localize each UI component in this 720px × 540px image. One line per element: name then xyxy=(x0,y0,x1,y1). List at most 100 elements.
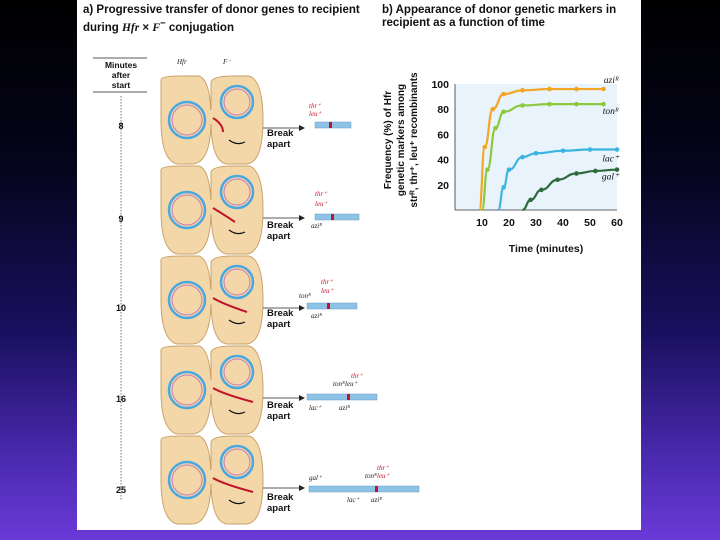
data-point xyxy=(547,86,552,92)
svg-text:tonᴿleu⁺: tonᴿleu⁺ xyxy=(333,380,359,388)
data-point xyxy=(485,167,490,172)
svg-text:aziᴿ: aziᴿ xyxy=(311,222,322,230)
donor-strand xyxy=(212,297,248,313)
svg-text:leu⁺: leu⁺ xyxy=(309,110,323,118)
data-point xyxy=(533,151,539,156)
fminus-cell xyxy=(210,165,264,255)
break-label-5b: apart xyxy=(267,503,291,514)
fminus-chromosome xyxy=(219,264,255,300)
data-point xyxy=(506,167,512,172)
hfr-chromosome-inner xyxy=(171,464,203,496)
ylabel-line2: genetic markers among xyxy=(396,84,407,196)
svg-text:lac⁺: lac⁺ xyxy=(309,404,323,412)
data-point xyxy=(601,86,606,92)
data-point xyxy=(539,187,544,193)
break-label-4b: apart xyxy=(267,411,291,422)
column-fminus-label: F⁻ xyxy=(222,58,232,66)
fminus-chromosome xyxy=(219,174,255,210)
cell-pair-4 xyxy=(160,345,305,435)
minutes-header-line1: Minutes xyxy=(105,60,137,70)
break-label-1a: Break xyxy=(267,128,294,139)
svg-text:thr⁺: thr⁺ xyxy=(321,278,334,286)
fminus-chromosome-inner xyxy=(223,448,251,476)
series-label: gal⁺ xyxy=(602,173,620,183)
series-label: tonᴿ xyxy=(603,107,619,117)
transfer-arrow xyxy=(228,319,246,325)
donor-strand xyxy=(212,207,236,223)
x-tick-label: 40 xyxy=(557,217,569,229)
fminus-chromosome xyxy=(219,84,255,120)
ylabel-line1: Frequency (%) of Hfr xyxy=(383,91,394,189)
data-point xyxy=(501,91,506,97)
cell-pair-2 xyxy=(160,165,305,255)
transfer-arrow xyxy=(228,139,246,145)
fminus-chromosome-inner xyxy=(223,178,251,206)
break-label-4a: Break xyxy=(267,400,294,411)
transfer-arrow xyxy=(228,229,246,235)
minute-marks: 8 9 10 16 25 xyxy=(116,121,126,495)
data-point xyxy=(574,86,579,92)
break-label-3a: Break xyxy=(267,308,294,319)
x-tick-label: 10 xyxy=(476,217,488,229)
series-4 xyxy=(522,167,620,212)
series-3 xyxy=(497,147,620,212)
svg-text:aziᴿ: aziᴿ xyxy=(339,404,350,412)
fminus-chromosome-inner xyxy=(223,358,251,386)
fminus-chromosome xyxy=(219,354,255,390)
conjugation-bridge xyxy=(205,380,217,394)
fminus-chromosome-inner xyxy=(223,268,251,296)
svg-text:gal⁺: gal⁺ xyxy=(309,474,323,482)
hfr-chromosome xyxy=(167,100,207,140)
series-2 xyxy=(480,101,606,212)
fminus-cell xyxy=(210,345,264,435)
y-tick-label: 100 xyxy=(431,79,449,91)
frequency-chart: 20 40 60 80 100 10 20 30 40 50 60 Time (minutes) azi… xyxy=(431,76,623,255)
data-point xyxy=(574,171,579,176)
fminus-cell xyxy=(210,435,264,525)
svg-text:aziᴿ: aziᴿ xyxy=(311,312,322,320)
data-point xyxy=(482,144,488,150)
svg-text:thr⁺: thr⁺ xyxy=(377,464,390,472)
panel-b-title: b) Appearance of donor genetic markers i… xyxy=(382,4,617,29)
minutes-header-line2: after xyxy=(112,70,131,80)
hfr-chromosome-inner xyxy=(171,374,203,406)
column-hfr-label: Hfr xyxy=(176,58,187,66)
data-point xyxy=(587,147,593,152)
panel-b-ylabel: Frequency (%) of Hfr genetic markers amo… xyxy=(383,72,420,208)
hfr-chromosome xyxy=(167,280,207,320)
donor-strand xyxy=(212,477,254,493)
transfer-arrow xyxy=(228,409,246,415)
conjugation-bridge xyxy=(205,290,217,304)
hfr-chromosome-inner xyxy=(171,284,203,316)
transfer-arrow xyxy=(228,499,246,505)
cell-pair-3 xyxy=(160,255,305,345)
svg-text:leu⁺: leu⁺ xyxy=(377,472,391,480)
fminus-cell xyxy=(210,75,264,165)
minute-mark-9: 9 xyxy=(118,214,123,224)
x-axis-label: Time (minutes) xyxy=(509,243,583,255)
fragments: thr⁺leu⁺ thr⁺leu⁺ aziᴿ thr⁺leu⁺ tonᴿaziᴿ… xyxy=(299,102,420,504)
data-point xyxy=(614,147,620,152)
x-tick-label: 30 xyxy=(530,217,542,229)
cell-pair-5 xyxy=(160,435,305,525)
hfr-chromosome xyxy=(167,370,207,410)
series-label: aziᴿ xyxy=(604,76,619,86)
conjugation-bridge xyxy=(205,470,217,484)
minutes-header-line3: start xyxy=(112,80,131,90)
break-label-1b: apart xyxy=(267,139,291,150)
y-tick-label: 80 xyxy=(437,104,449,116)
break-label-2a: Break xyxy=(267,220,294,231)
data-point xyxy=(593,168,598,174)
svg-text:thr⁺: thr⁺ xyxy=(315,190,328,198)
hfr-chromosome-inner xyxy=(171,194,203,226)
svg-text:thr⁺: thr⁺ xyxy=(351,372,364,380)
figure-canvas: Minutes after start Hfr F⁻ 8 9 10 16 25 … xyxy=(93,57,623,525)
svg-text:thr⁺: thr⁺ xyxy=(309,102,322,110)
data-point xyxy=(520,154,525,160)
x-tick-label: 60 xyxy=(611,217,623,229)
svg-text:tonᴿ: tonᴿ xyxy=(365,472,377,480)
break-label-2b: apart xyxy=(267,231,291,242)
data-point xyxy=(501,109,506,115)
break-apart-labels: Break apart Break apart Break apart Brea… xyxy=(267,128,294,514)
minute-mark-10: 10 xyxy=(116,303,126,313)
